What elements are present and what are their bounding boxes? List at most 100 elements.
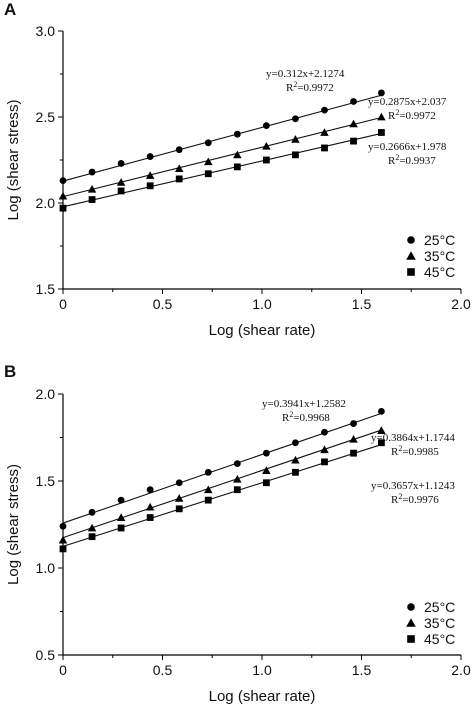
data-point-square: [233, 163, 241, 171]
data-point-square: [262, 156, 270, 164]
fit-line-circle: [62, 412, 382, 524]
data-point-triangle: [233, 475, 242, 483]
data-point-square: [88, 196, 96, 203]
data-point-circle: [378, 89, 385, 97]
data-point-triangle: [349, 119, 358, 128]
x-tick-label: 2.0: [451, 296, 471, 312]
data-point-circle: [59, 522, 67, 530]
data-point-triangle: [87, 523, 97, 532]
data-point-square: [350, 449, 357, 457]
data-point-circle: [262, 449, 270, 457]
x-axis-title: Log (shear rate): [209, 322, 316, 339]
data-point-square: [146, 514, 154, 521]
data-point-triangle: [204, 485, 213, 494]
data-point-triangle: [320, 128, 329, 136]
fit-line-square: [62, 444, 382, 547]
data-point-circle: [321, 428, 328, 436]
data-point-square: [292, 151, 299, 159]
legend-label: 45°C: [424, 264, 455, 280]
data-point-circle: [175, 146, 183, 154]
y-tick-label: 0.5: [36, 647, 56, 663]
fit-line-triangle: [62, 116, 382, 198]
data-point-triangle: [174, 494, 184, 502]
data-point-triangle: [291, 455, 300, 464]
legend-label: 25°C: [424, 599, 455, 615]
chart-panel-a: 1.5 2.0 2.5 3.0 0 0.5 1.0 1.5 2.0 Log (shear rate…: [5, 23, 471, 339]
legend-label: 35°C: [424, 615, 455, 631]
x-axis-title: Log (shear rate): [209, 688, 316, 705]
legend-label: 45°C: [424, 631, 455, 647]
legend-marker-triangle: [406, 251, 416, 260]
y-tick-label: 1.0: [36, 560, 56, 576]
data-point-square: [146, 182, 154, 190]
data-point-circle: [262, 122, 270, 129]
data-point-circle: [88, 168, 96, 176]
data-point-square: [88, 533, 96, 541]
r-squared-label: R2=0.9968: [282, 410, 330, 424]
data-point-triangle: [145, 502, 155, 511]
data-point-square: [321, 144, 328, 152]
x-tick-label: 1.0: [252, 296, 272, 312]
fit-line-triangle: [62, 429, 382, 539]
data-point-triangle: [262, 466, 271, 474]
data-point-square: [378, 129, 385, 136]
y-axis-title: Log (shear stress): [5, 464, 22, 585]
data-point-circle: [175, 479, 183, 487]
data-point-triangle: [116, 513, 126, 521]
equation-label: y=0.3864x+1.1744: [371, 432, 455, 444]
y-axis-title: Log (shear stress): [5, 100, 22, 221]
data-point-square: [292, 468, 299, 476]
data-point-square: [204, 170, 212, 178]
data-point-triangle: [58, 191, 68, 200]
y-tick-label: 2.0: [36, 195, 56, 211]
data-point-circle: [204, 468, 212, 476]
legend-label: 25°C: [424, 232, 455, 248]
fit-line-square: [62, 132, 382, 208]
data-point-triangle: [174, 164, 184, 172]
data-point-circle: [233, 130, 241, 138]
equation-label: y=0.3941x+1.2582: [262, 398, 346, 410]
equation-label: y=0.312x+2.1274: [266, 68, 345, 80]
data-point-circle: [146, 486, 154, 494]
data-point-circle: [146, 153, 154, 160]
data-point-circle: [378, 408, 385, 415]
x-tick-label: 1.5: [352, 662, 372, 678]
r-squared-label: R2=0.9972: [286, 80, 334, 94]
x-tick-label: 0: [59, 662, 67, 678]
data-point-circle: [88, 508, 96, 516]
data-point-square: [233, 486, 241, 494]
data-point-square: [378, 439, 385, 447]
data-point-circle: [350, 420, 357, 427]
legend-marker-circle: [407, 236, 415, 244]
equation-label: y=0.2666x+1.978: [368, 141, 447, 153]
data-point-square: [350, 137, 357, 145]
legend-marker-circle: [407, 603, 415, 611]
legend-marker-square: [407, 268, 415, 276]
data-point-square: [175, 505, 183, 513]
r-squared-label: R2=0.9937: [388, 153, 436, 167]
x-tick-label: 1.5: [352, 296, 372, 312]
data-point-triangle: [145, 171, 155, 179]
x-tick-label: 2.0: [451, 662, 471, 678]
legend-marker-triangle: [406, 618, 416, 627]
y-tick-label: 2.0: [36, 386, 56, 402]
r-squared-label: R2=0.9985: [391, 444, 439, 458]
y-tick-label: 2.5: [36, 109, 56, 125]
y-tick-label: 3.0: [36, 23, 56, 39]
data-point-triangle: [320, 445, 329, 454]
x-tick-label: 0: [59, 296, 67, 312]
data-point-square: [59, 545, 67, 553]
y-tick-label: 1.5: [36, 473, 56, 489]
data-point-square: [262, 479, 270, 487]
legend-marker-square: [407, 635, 415, 643]
equation-label: y=0.3657x+1.1243: [371, 480, 455, 492]
panel-label-b: B: [4, 362, 17, 381]
data-point-circle: [292, 115, 299, 123]
data-point-circle: [292, 439, 299, 447]
legend-label: 35°C: [424, 248, 455, 264]
data-point-square: [321, 458, 328, 466]
x-tick-label: 0.5: [153, 296, 173, 312]
x-tick-label: 0.5: [153, 662, 173, 678]
data-point-circle: [117, 160, 125, 167]
